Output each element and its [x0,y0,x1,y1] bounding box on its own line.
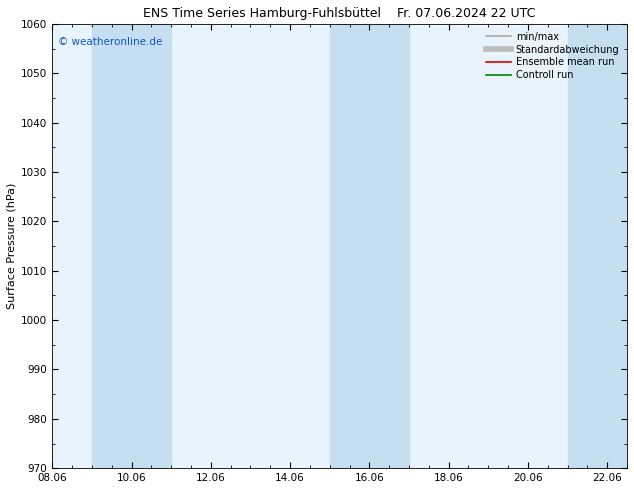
Title: ENS Time Series Hamburg-Fuhlsbüttel    Fr. 07.06.2024 22 UTC: ENS Time Series Hamburg-Fuhlsbüttel Fr. … [143,7,536,20]
Bar [330,24,409,468]
Bar [567,24,634,468]
Text: © weatheronline.de: © weatheronline.de [58,37,162,47]
Bar [92,24,171,468]
Y-axis label: Surface Pressure (hPa): Surface Pressure (hPa) [7,183,17,309]
Legend: min/max, Standardabweichung, Ensemble mean run, Controll run: min/max, Standardabweichung, Ensemble me… [484,29,622,83]
